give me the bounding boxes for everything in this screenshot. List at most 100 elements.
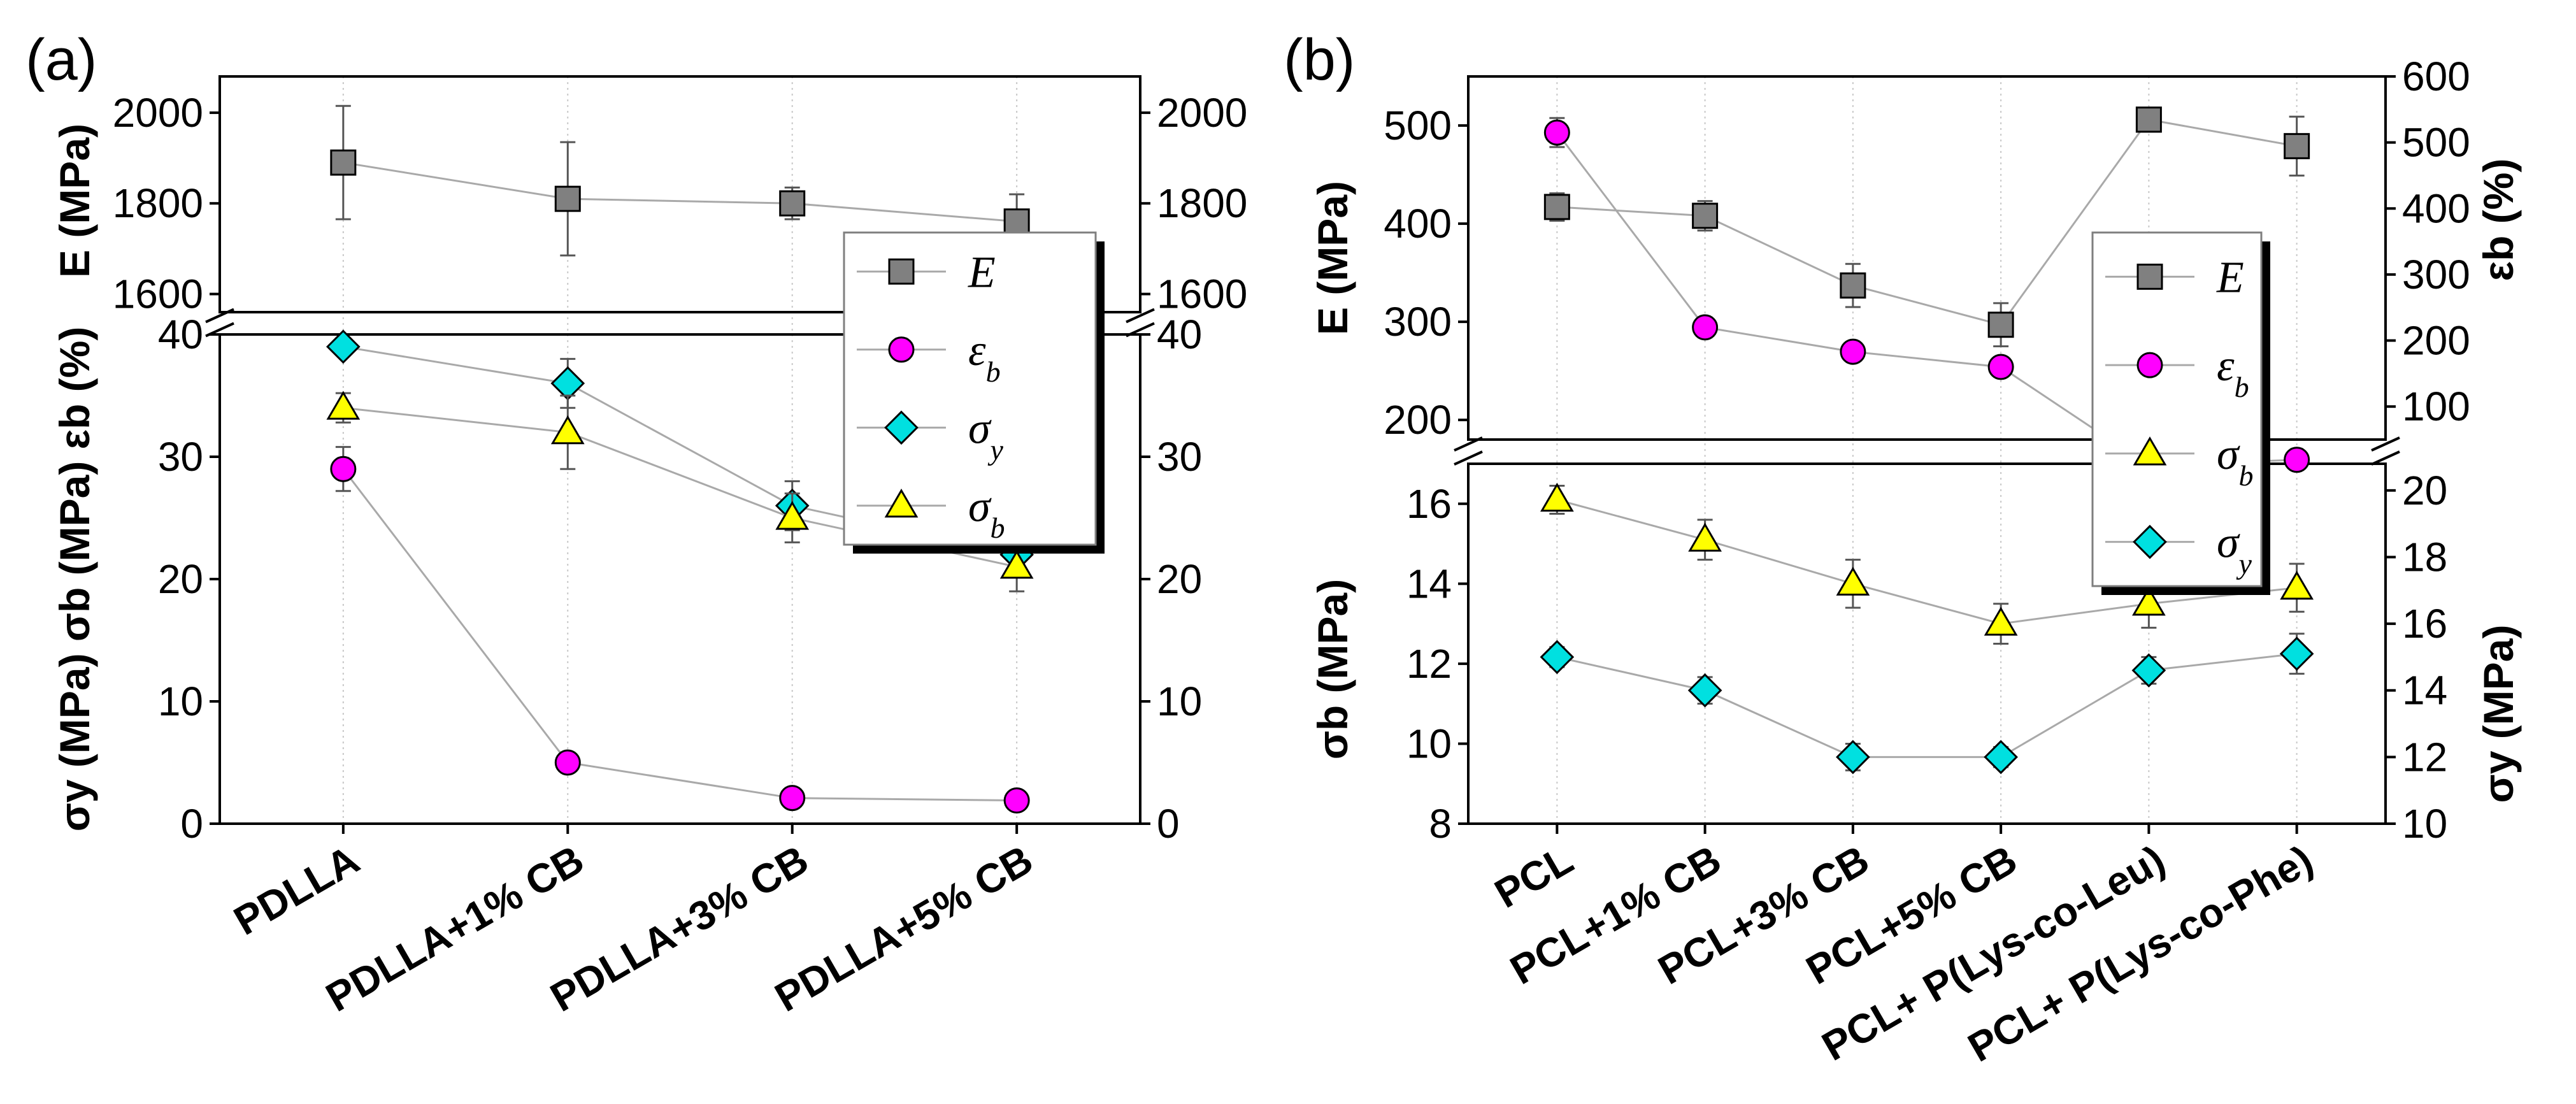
series-σy — [1540, 633, 2314, 775]
tick-label: 16 — [1406, 481, 1452, 527]
legend-label: E — [2216, 253, 2244, 302]
data-point — [1692, 203, 1719, 229]
legend-marker — [888, 258, 915, 285]
data-point — [1836, 566, 1870, 596]
data-point — [330, 455, 357, 482]
tick-label: 10 — [158, 678, 203, 724]
axis-break-mark — [1126, 308, 1155, 324]
legend-marker — [884, 410, 919, 445]
tick-label: 16 — [2402, 601, 2447, 647]
series-line — [342, 468, 1017, 802]
axis-break-mark — [1454, 450, 1483, 466]
data-point — [1840, 338, 1866, 365]
tick-label: 100 — [2402, 384, 2470, 429]
data-point — [1543, 119, 1570, 146]
axis-break-mark — [205, 308, 234, 324]
series-E — [1543, 106, 2310, 348]
data-point — [775, 501, 810, 530]
legend-marker — [888, 336, 915, 363]
tick-label: 0 — [180, 801, 203, 847]
panel-a: (a) 1600 1800 2000 1600 1800 2000 0 10 20 30 40 0 10 2… — [25, 27, 1247, 1021]
data-point — [999, 550, 1034, 579]
tick-label: 12 — [2402, 734, 2447, 780]
legend-label-subscript: y — [2236, 547, 2252, 580]
tick-label: 10 — [1157, 678, 1202, 724]
tick-label: 18 — [2402, 534, 2447, 580]
data-point — [326, 329, 361, 364]
legend-label-subscript: y — [988, 433, 1004, 466]
tick-label: 1800 — [1157, 180, 1247, 226]
data-point — [1003, 208, 1030, 235]
data-point — [1984, 740, 2018, 775]
data-point — [2131, 653, 2166, 688]
legend-box — [2091, 231, 2263, 587]
tick-label: 1800 — [113, 180, 203, 226]
data-point — [779, 190, 806, 217]
legend-label-subscript: b — [991, 511, 1005, 543]
data-point — [1540, 482, 1574, 512]
legend-label: E — [968, 248, 996, 297]
data-point — [1003, 787, 1030, 814]
tick-label: 14 — [2402, 668, 2447, 713]
upper-frame — [1467, 75, 2387, 441]
data-point — [554, 185, 581, 212]
tick-label: 1600 — [1157, 271, 1247, 317]
legend-marker — [2133, 436, 2167, 466]
series-line — [1557, 118, 2297, 326]
data-point — [779, 785, 806, 812]
data-point — [1687, 673, 1722, 708]
tick-label: 2000 — [113, 90, 203, 136]
legend-label-subscript: b — [2235, 371, 2249, 403]
y-axis-title-upper: E (MPa) — [51, 124, 98, 278]
tick-label: 1600 — [113, 271, 203, 317]
tick-label: 200 — [1384, 397, 1452, 443]
tick-label: 20 — [158, 556, 203, 602]
data-point — [1540, 640, 1575, 675]
data-point — [2284, 133, 2310, 159]
data-point — [1987, 312, 2014, 338]
lower-frame — [1467, 462, 2387, 825]
data-point — [326, 391, 361, 420]
tick-label: 30 — [1157, 434, 1202, 480]
data-point — [1840, 272, 1866, 299]
tick-label: 20 — [1157, 556, 1202, 602]
tick-label: 30 — [158, 434, 203, 480]
axis-break-mark — [1126, 322, 1155, 338]
data-point — [1692, 314, 1719, 341]
data-point — [2280, 570, 2314, 600]
series-σb — [326, 391, 1034, 592]
data-point — [554, 749, 581, 776]
y-axis-title-upper-right: εb (%) — [2475, 159, 2522, 282]
data-point — [1984, 606, 2018, 636]
data-point — [1543, 194, 1570, 220]
legend-marker — [884, 489, 919, 518]
legend-marker — [2136, 263, 2163, 290]
axis-break-mark — [2371, 450, 2400, 466]
series-line — [1556, 499, 2297, 625]
tick-label: 600 — [2402, 54, 2470, 99]
series-εb — [330, 446, 1030, 814]
tick-label: 400 — [2402, 185, 2470, 231]
category-label: PCL — [1487, 836, 1581, 917]
y-axis-title-lower-right: σy (MPa) — [2475, 625, 2522, 803]
tick-label: 8 — [1429, 801, 1452, 847]
tick-label: 20 — [2402, 468, 2447, 513]
panel-label: (b) — [1284, 27, 1355, 92]
legend-label-subscript: b — [986, 355, 1001, 387]
tick-label: 10 — [2402, 801, 2447, 847]
tick-label: 14 — [1406, 561, 1452, 606]
legend-label-subscript: b — [2239, 459, 2254, 491]
tick-label: 2000 — [1157, 90, 1247, 136]
series-E — [330, 104, 1030, 257]
y-axis-title-upper-left: E (MPa) — [1309, 181, 1356, 335]
y-axis-title-lower: σy (MPa) σb (MPa) εb (%) — [51, 327, 98, 832]
series-line — [1557, 652, 2297, 758]
tick-label: 12 — [1406, 641, 1452, 687]
data-point — [1688, 522, 1722, 552]
tick-label: 300 — [1384, 299, 1452, 345]
upper-frame — [218, 75, 1141, 313]
data-point — [2279, 636, 2314, 671]
